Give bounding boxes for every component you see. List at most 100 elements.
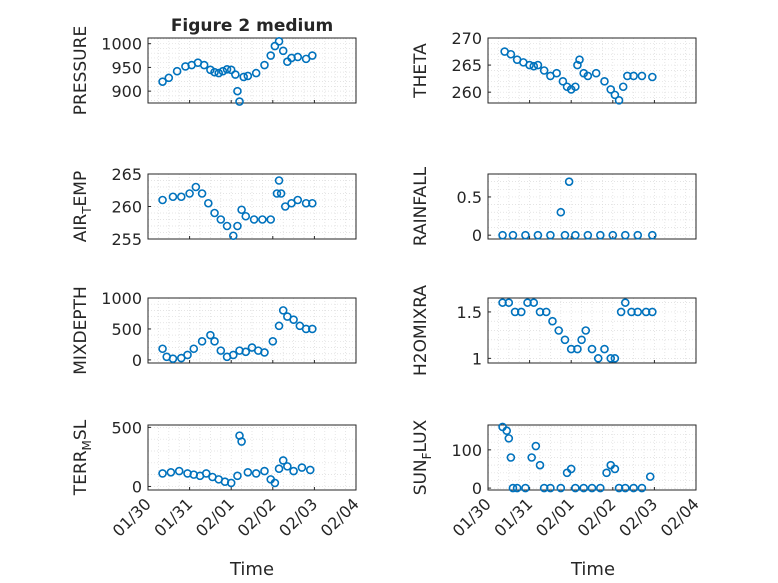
data-point [508,230,518,240]
y-tick-label: 260 [111,198,142,217]
data-point [573,60,582,70]
axes-box [487,173,697,240]
data-point [222,221,232,231]
data-point [620,483,630,493]
data-point [558,77,568,86]
data-point [531,441,541,451]
data-point [158,469,167,478]
data-point [529,298,539,307]
data-point [228,350,238,360]
data-point [226,65,236,75]
data-point [278,306,288,315]
data-point [583,71,593,81]
data-point [251,68,261,78]
data-point [210,67,219,77]
axes-box [487,424,697,491]
data-point [239,72,248,82]
data-point [583,230,593,240]
y-tick-label: 0 [132,477,142,496]
data-point [197,189,207,198]
x-tick-label: 02/04 [317,494,363,540]
data-point [560,230,570,240]
data-point [222,65,232,74]
data-point [185,189,194,198]
data-point [191,182,201,192]
data-point [305,465,315,475]
data-point [237,437,246,446]
data-point [308,324,317,334]
data-point [512,483,522,493]
subplot-theta: 260 265 270 THETA [411,29,697,105]
data-point [633,230,643,240]
y-axis-label: MIXDEPTH [71,286,91,375]
data-point [218,66,228,76]
subplot-pressure: 900 950 1000 PRESSURE [71,26,357,115]
data-point [533,60,543,70]
data-point [210,337,219,346]
data-point [533,230,543,240]
data-point [539,66,549,75]
data-point [164,73,174,83]
data-point [616,307,626,317]
data-point [645,472,655,481]
data-point [556,207,566,217]
data-point [216,346,226,355]
subplot-h2omixra: 1 1.5 H2OMIXRA [411,285,697,376]
data-point [571,82,580,92]
data-point [216,215,226,224]
figure-title: Figure 2 medium [171,16,333,36]
data-point [602,468,611,478]
data-point [206,65,215,75]
data-point [521,230,530,240]
data-point [278,456,288,465]
x-axis-label-left: Time [229,559,274,580]
data-point [272,189,282,198]
x-tick-label: 02/01 [192,494,238,540]
data-point [274,37,284,46]
y-tick-label: 1000 [101,35,142,54]
data-point [560,335,570,345]
data-point [541,307,551,317]
data-point [289,315,298,324]
data-point [233,471,242,481]
y-axis-label: TERRMSL [71,419,94,496]
data-point [204,198,213,208]
data-point [293,52,303,62]
data-point [529,61,539,71]
data-point [233,86,242,96]
data-point [596,483,605,493]
data-point [614,95,624,105]
data-point [552,68,561,78]
data-point [648,307,657,317]
data-point [297,463,307,472]
data-point [575,55,584,64]
data-point [548,316,557,326]
y-axis-label: PRESSURE [71,26,91,115]
x-tick-label: 02/02 [234,494,280,540]
y-tick-label: 500 [111,418,142,437]
data-point [260,466,269,476]
data-point [610,90,620,100]
y-axis-label: SUNFLUX [411,419,434,495]
data-point [600,344,609,354]
data-point [210,208,219,218]
y-tick-label: 260 [451,83,482,102]
data-point [573,344,582,354]
data-point [197,337,207,346]
y-tick-label: 270 [451,29,482,48]
x-tick-label: 02/03 [275,494,321,540]
y-tick-label: 0 [472,226,482,245]
data-point [199,60,209,70]
data-point [174,466,184,476]
data-point [593,354,603,363]
data-point [535,460,545,470]
data-point [600,77,609,86]
y-tick-label: 950 [111,58,142,77]
data-point [270,41,280,51]
data-point [508,483,518,493]
data-point [308,198,317,208]
y-tick-label: 900 [111,82,142,101]
data-point [226,478,236,488]
